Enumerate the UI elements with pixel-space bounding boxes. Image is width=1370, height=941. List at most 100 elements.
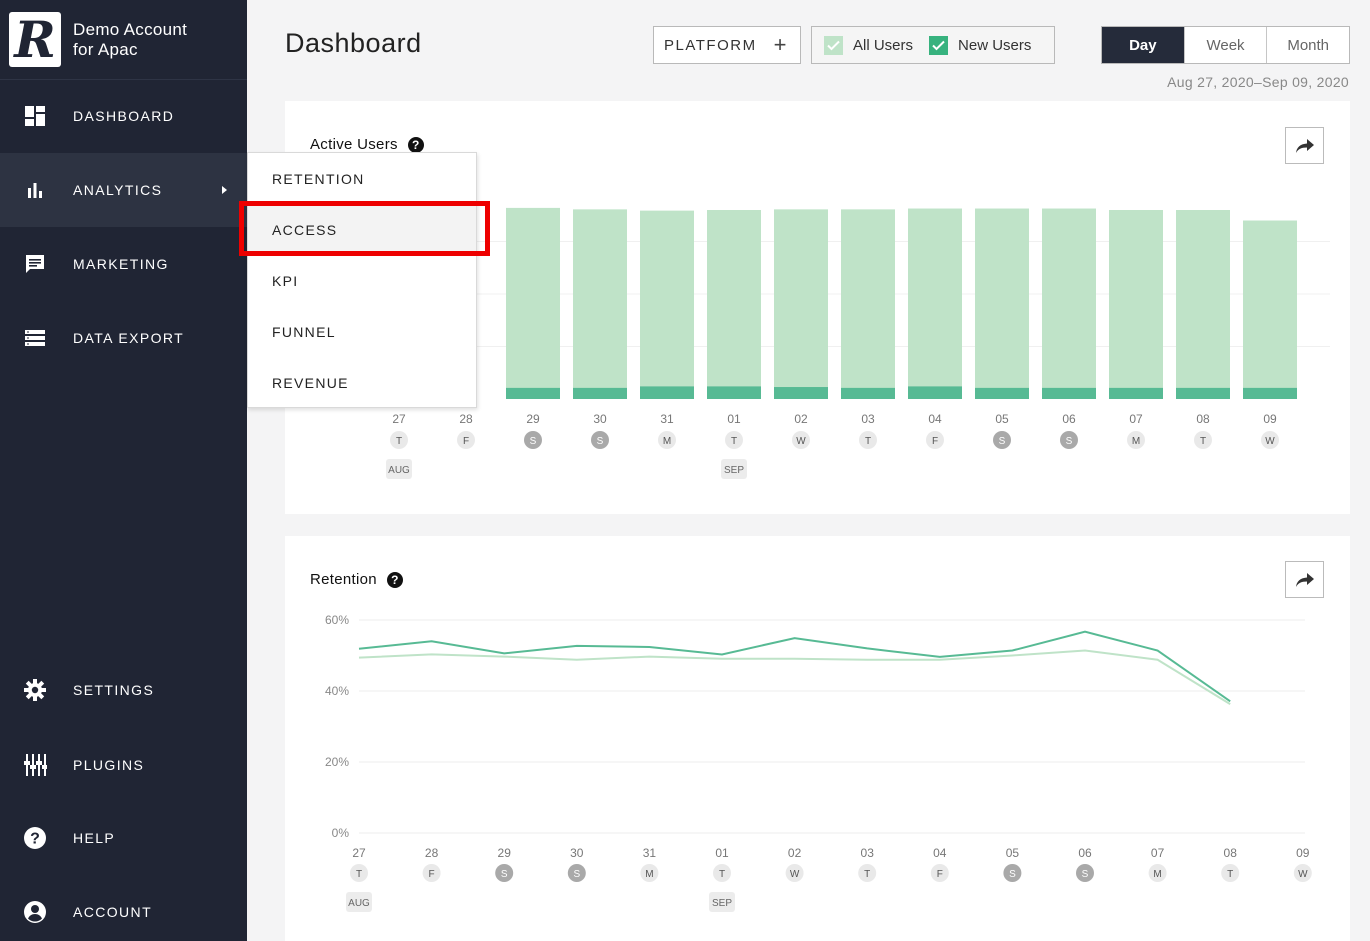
all-users-label[interactable]: All Users <box>853 36 914 54</box>
weekday-badge <box>495 864 514 882</box>
weekday-badge <box>930 864 949 882</box>
sidebar-item-settings[interactable]: SETTINGS <box>0 653 247 727</box>
submenu-item-kpi[interactable]: KPI <box>272 273 299 289</box>
platform-filter-button[interactable]: PLATFORM + <box>653 26 801 64</box>
x-tick-label: 05 <box>995 412 1009 426</box>
weekday-badge <box>713 864 731 882</box>
period-week-button[interactable]: Week <box>1183 27 1267 63</box>
plus-icon: + <box>773 32 788 57</box>
submenu-item-retention[interactable]: RETENTION <box>272 171 365 187</box>
period-day-button[interactable]: Day <box>1102 27 1184 63</box>
active-users-chart: 27 T 28 F 29 S 30 S 31 M 01 T 02 W 03 T 04 F 05 S 06 S 07 M 08 T 0… <box>375 207 1330 479</box>
sidebar-item-help[interactable]: ? HELP <box>0 801 247 875</box>
sidebar-item-label: ANALYTICS <box>73 182 163 198</box>
weekday-badge <box>350 864 368 882</box>
sidebar-item-marketing[interactable]: MARKETING <box>0 227 247 301</box>
x-tick-label: 29 <box>526 412 540 426</box>
help-icon[interactable]: ? <box>386 571 403 588</box>
sidebar-item-label: ACCOUNT <box>73 904 153 920</box>
bar-all-users <box>506 207 560 399</box>
weekday-badge <box>1076 864 1094 882</box>
active-users-title: Active Users ? <box>310 136 424 153</box>
weekday-badge <box>859 431 877 449</box>
series-line <box>358 630 1231 703</box>
weekday-badge <box>1003 864 1022 882</box>
bar-new-users <box>640 386 694 399</box>
platform-label: PLATFORM <box>664 36 757 54</box>
bar-all-users <box>1109 210 1163 399</box>
sidebar-item-account[interactable]: ACCOUNT <box>0 875 247 941</box>
x-tick-label: 04 <box>933 846 947 860</box>
weekday-label: F <box>429 869 435 880</box>
weekday-label: M <box>1132 436 1140 447</box>
x-tick-label: 29 <box>498 846 512 860</box>
x-tick-label: 04 <box>928 412 942 426</box>
x-tick-label: 03 <box>861 846 875 860</box>
share-button[interactable] <box>1285 127 1324 164</box>
share-icon <box>1295 138 1314 153</box>
weekday-label: T <box>864 869 870 880</box>
dashboard-icon <box>23 104 47 128</box>
sidebar-item-plugins[interactable]: PLUGINS <box>0 728 247 802</box>
bar-all-users <box>841 209 895 399</box>
weekday-badge <box>658 431 676 449</box>
sidebar-item-dashboard[interactable]: DASHBOARD <box>0 79 247 153</box>
sidebar-item-analytics[interactable]: ANALYTICS <box>0 153 247 227</box>
month-label: AUG <box>348 898 370 909</box>
x-tick-label: 27 <box>352 846 366 860</box>
weekday-label: T <box>865 436 871 447</box>
x-tick-label: 09 <box>1296 846 1310 860</box>
x-tick-label: 28 <box>459 412 473 426</box>
weekday-badge <box>1221 864 1240 882</box>
account-switcher[interactable]: R Demo Account for Apac <box>0 0 247 80</box>
weekday-label: W <box>796 436 806 447</box>
new-users-checkbox[interactable] <box>929 35 949 55</box>
sidebar-item-label: PLUGINS <box>73 757 145 773</box>
new-users-label[interactable]: New Users <box>958 36 1032 54</box>
caret-right-icon <box>222 186 227 194</box>
series-line <box>358 649 1231 705</box>
weekday-badge <box>1293 864 1312 882</box>
sliders-icon <box>23 753 47 777</box>
bar-new-users <box>1109 387 1163 399</box>
submenu-item-access[interactable]: ACCESS <box>248 206 476 254</box>
sidebar-item-label: DATA EXPORT <box>73 330 185 346</box>
weekday-badge <box>524 431 542 449</box>
bar-chart-icon <box>23 178 47 202</box>
gear-icon <box>23 678 47 702</box>
account-icon <box>23 900 47 924</box>
x-tick-label: 28 <box>425 846 439 860</box>
month-label: AUG <box>388 465 410 476</box>
retention-card: Retention ? 0% 20% 40% 60% 27 T 28 F 29 S 30 S 31 M 01… <box>285 536 1350 941</box>
x-tick-label: 31 <box>660 412 674 426</box>
weekday-badge <box>640 864 659 882</box>
x-tick-label: 02 <box>794 412 808 426</box>
date-range: Aug 27, 2020–Sep 09, 2020 <box>1167 74 1349 90</box>
x-tick-label: 27 <box>392 412 406 426</box>
submenu-item-funnel[interactable]: FUNNEL <box>272 324 336 340</box>
weekday-label: M <box>1153 869 1161 880</box>
period-month-button[interactable]: Month <box>1266 27 1349 63</box>
weekday-badge <box>725 431 743 449</box>
bar-new-users <box>1176 387 1230 399</box>
y-tick-label: 40% <box>325 684 349 698</box>
weekday-label: T <box>731 436 737 447</box>
weekday-label: S <box>530 436 537 447</box>
weekday-badge <box>390 431 408 449</box>
bar-all-users <box>774 209 828 399</box>
retention-chart: 0% 20% 40% 60% 27 T 28 F 29 S 30 S 31 M 01 T 02 W 03 T 04 F 05… <box>325 613 1312 912</box>
weekday-badge <box>993 431 1011 449</box>
all-users-checkbox[interactable] <box>824 35 843 55</box>
x-tick-label: 07 <box>1151 846 1165 860</box>
sidebar: R Demo Account for Apac DASHBOARD ANALYT… <box>0 0 247 941</box>
weekday-label: M <box>663 436 671 447</box>
weekday-badge <box>567 864 586 882</box>
submenu-item-revenue[interactable]: REVENUE <box>272 375 349 391</box>
month-label: SEP <box>712 898 732 909</box>
bar-new-users <box>841 387 895 399</box>
share-button[interactable] <box>1285 561 1324 598</box>
sidebar-item-data-export[interactable]: DATA EXPORT <box>0 301 247 375</box>
month-label: SEP <box>724 465 744 476</box>
month-badge <box>386 459 412 479</box>
help-icon[interactable]: ? <box>407 136 424 153</box>
